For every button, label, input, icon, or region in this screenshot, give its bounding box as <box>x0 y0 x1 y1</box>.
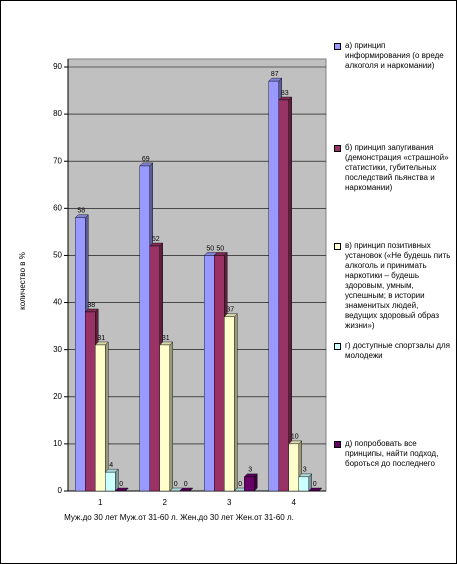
bar-side <box>234 313 238 492</box>
y-tick-label: 50 <box>53 251 62 260</box>
value-label: 83 <box>281 90 289 97</box>
legend-swatch <box>334 145 341 152</box>
y-tick-label: 80 <box>53 109 62 118</box>
bar <box>224 316 235 492</box>
y-tick-label: 70 <box>53 156 62 165</box>
legend-label: д) попробовать все принципы, найти подхо… <box>345 439 439 468</box>
value-label: 31 <box>162 335 170 342</box>
x-tick-label: 2 <box>163 498 168 507</box>
legend-entry: в) принцип позитивных установок («Не буд… <box>334 241 452 331</box>
value-label: 10 <box>291 434 299 441</box>
value-label: 0 <box>119 481 123 488</box>
value-label: 3 <box>303 467 307 474</box>
legend-label: г) доступные спортзалы для молодежи <box>345 341 450 360</box>
legend-swatch <box>334 43 341 50</box>
y-tick-label: 60 <box>53 203 62 212</box>
legend-label: б) принцип запугивания (демонстрация «ст… <box>345 143 449 192</box>
legend-swatch <box>334 343 341 350</box>
y-axis-title: количество в % <box>18 252 27 310</box>
value-label: 38 <box>87 302 95 309</box>
bar <box>95 344 106 492</box>
value-label: 0 <box>238 481 242 488</box>
bar <box>214 255 225 492</box>
y-tick-label: 40 <box>53 298 62 307</box>
bar-side <box>169 341 173 492</box>
bar-side <box>288 96 292 492</box>
value-label: 50 <box>216 245 224 252</box>
legend-swatch <box>334 441 341 448</box>
legend-label: в) принцип позитивных установок («Не буд… <box>345 241 451 330</box>
x-tick-label: 4 <box>292 498 297 507</box>
bar <box>105 471 116 492</box>
value-label: 3 <box>248 467 252 474</box>
value-label: 52 <box>152 236 160 243</box>
bar <box>75 217 86 492</box>
legend-entry: б) принцип запугивания (демонстрация «ст… <box>334 143 452 193</box>
value-label: 31 <box>97 335 105 342</box>
bar <box>268 80 279 492</box>
x-axis-title: Муж.до 30 лет Муж.от 31-60 л. Жен.до 30 … <box>64 513 294 522</box>
bar <box>149 245 160 492</box>
legend-swatch <box>334 243 341 250</box>
value-label: 58 <box>77 208 85 215</box>
legend-entry: г) доступные спортзалы для молодежи <box>334 341 452 361</box>
bar <box>139 165 150 492</box>
value-label: 50 <box>206 245 214 252</box>
value-label: 37 <box>226 307 234 314</box>
bar-side <box>115 468 119 492</box>
value-label: 87 <box>271 71 279 78</box>
y-tick-label: 20 <box>53 392 62 401</box>
legend-entry: а) принцип информирования (о вреде алког… <box>334 41 452 71</box>
value-label: 4 <box>109 462 113 469</box>
y-tick-label: 10 <box>53 439 62 448</box>
bar <box>298 476 309 492</box>
value-label: 69 <box>142 156 150 163</box>
bar <box>288 443 299 492</box>
value-label: 0 <box>313 481 317 488</box>
y-tick-label: 90 <box>53 62 62 71</box>
x-tick-label: 3 <box>227 498 232 507</box>
bar <box>278 99 289 492</box>
value-label: 0 <box>184 481 188 488</box>
bar-side <box>105 341 109 492</box>
y-tick-label: 0 <box>58 486 63 495</box>
y-tick-label: 30 <box>53 345 62 354</box>
bar <box>204 255 215 492</box>
bar <box>159 344 170 492</box>
x-tick-label: 1 <box>98 498 103 507</box>
bar <box>85 311 96 492</box>
bar <box>244 476 255 492</box>
legend-entry: д) попробовать все принципы, найти подхо… <box>334 439 452 469</box>
value-label: 0 <box>174 481 178 488</box>
legend-label: а) принцип информирования (о вреде алког… <box>345 41 444 70</box>
